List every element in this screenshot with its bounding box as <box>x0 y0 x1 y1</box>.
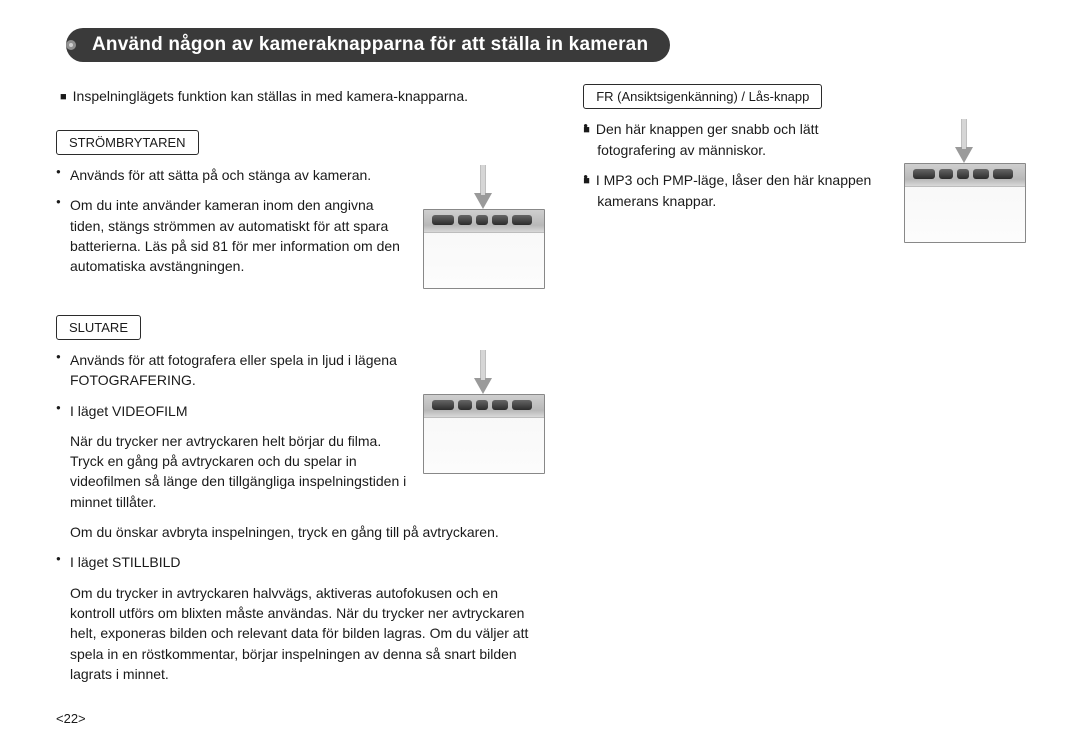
stillbild-bullet: I läget STILLBILD <box>56 552 543 572</box>
square-bullet-icon: ■ <box>60 91 67 103</box>
power-bullet-list: Används för att sätta på och stänga av k… <box>56 165 407 276</box>
figure-shutter <box>423 350 543 474</box>
fr-item-text: Den här knappen ger snabb och lätt fotog… <box>596 121 819 158</box>
list-item: Används för att fotografera eller spela … <box>56 350 407 391</box>
square-bullet-icon: ■ <box>583 174 590 190</box>
camera-top-illustration <box>904 163 1026 243</box>
list-item: I läget STILLBILD <box>56 552 543 572</box>
arrow-down-icon <box>474 350 492 394</box>
shutter-bullet-list: Används för att fotografera eller spela … <box>56 350 407 421</box>
list-item: Om du inte använder kameran inom den ang… <box>56 195 407 276</box>
left-column: ■ Inspelninglägets funktion kan ställas i… <box>56 84 543 694</box>
list-item: I läget VIDEOFILM <box>56 401 407 421</box>
list-item: ■ I MP3 och PMP-läge, låser den här knapp… <box>583 170 888 211</box>
list-item: Används för att sätta på och stänga av k… <box>56 165 407 185</box>
section-heading-power: STRÖMBRYTAREN <box>56 130 199 155</box>
list-item: ■ Den här knappen ger snabb och lätt foto… <box>583 119 888 160</box>
section-heading-shutter: SLUTARE <box>56 315 141 340</box>
section-heading-fr: FR (Ansiktsigenkänning) / Lås-knapp <box>583 84 822 109</box>
fr-item-text: I MP3 och PMP-läge, låser den här knappe… <box>596 172 872 209</box>
figure-power <box>423 165 543 289</box>
page-title-bar: Använd någon av kameraknapparna för att … <box>56 28 1024 62</box>
intro-text: Inspelninglägets funktion kan ställas in… <box>73 88 468 104</box>
square-bullet-icon: ■ <box>583 123 590 139</box>
intro-line: ■ Inspelninglägets funktion kan ställas i… <box>60 88 543 104</box>
videofilm-tail: Om du önskar avbryta inspelningen, tryck… <box>56 522 543 542</box>
videofilm-body: När du trycker ner avtryckaren helt börj… <box>56 431 407 512</box>
camera-top-illustration <box>423 394 545 474</box>
arrow-down-icon <box>955 119 973 163</box>
title-bullet-icon <box>66 40 76 50</box>
arrow-down-icon <box>474 165 492 209</box>
figure-fr <box>904 119 1024 243</box>
stillbild-body: Om du trycker in avtryckaren halvvägs, a… <box>56 583 543 684</box>
right-column: FR (Ansiktsigenkänning) / Lås-knapp ■ Den… <box>583 84 1024 694</box>
fr-bullet-list: ■ Den här knappen ger snabb och lätt foto… <box>583 119 888 211</box>
page-title: Använd någon av kameraknapparna för att … <box>66 28 670 62</box>
page-number: <22> <box>56 711 86 726</box>
camera-top-illustration <box>423 209 545 289</box>
